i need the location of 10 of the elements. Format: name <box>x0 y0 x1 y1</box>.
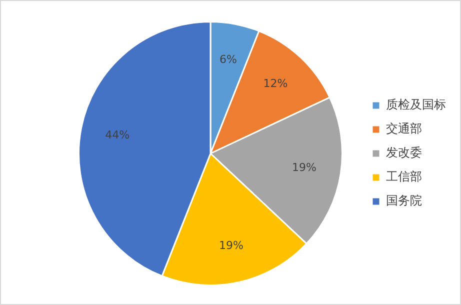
legend-label: 质检及国标 <box>386 98 446 112</box>
data-label: 6% <box>220 53 237 66</box>
legend-label: 发改委 <box>386 146 422 160</box>
data-label: 19% <box>218 238 244 252</box>
legend-label: 工信部 <box>386 170 422 184</box>
legend-label: 国务院 <box>386 194 422 208</box>
data-label: 44% <box>105 128 130 142</box>
legend-label: 交通部 <box>386 122 422 136</box>
data-label: 12% <box>263 77 288 90</box>
data-label: 19% <box>292 161 316 174</box>
